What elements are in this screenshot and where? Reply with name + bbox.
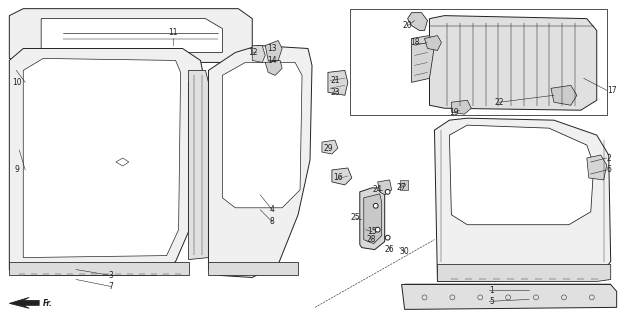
Text: 19: 19 <box>449 108 459 117</box>
Text: 10: 10 <box>12 78 22 87</box>
Text: 26: 26 <box>385 245 394 254</box>
Polygon shape <box>360 188 384 250</box>
Text: 5: 5 <box>489 297 494 306</box>
Polygon shape <box>551 85 577 105</box>
Polygon shape <box>328 70 348 95</box>
Polygon shape <box>449 125 594 225</box>
Text: Fr.: Fr. <box>43 299 53 308</box>
Polygon shape <box>41 19 222 52</box>
Text: 9: 9 <box>15 165 20 174</box>
Polygon shape <box>209 261 298 276</box>
Polygon shape <box>322 140 338 154</box>
Polygon shape <box>9 9 252 62</box>
Polygon shape <box>434 118 611 282</box>
Circle shape <box>374 204 378 208</box>
Circle shape <box>374 204 377 207</box>
Text: 18: 18 <box>410 38 419 47</box>
Polygon shape <box>265 41 282 60</box>
Text: 12: 12 <box>249 48 258 57</box>
Polygon shape <box>399 180 408 190</box>
Polygon shape <box>402 284 617 309</box>
Text: 2: 2 <box>607 154 611 163</box>
Polygon shape <box>364 194 382 244</box>
Polygon shape <box>222 62 302 208</box>
Polygon shape <box>438 265 611 282</box>
Polygon shape <box>412 36 434 82</box>
Polygon shape <box>429 16 597 110</box>
Polygon shape <box>265 60 282 76</box>
Polygon shape <box>451 100 471 114</box>
Polygon shape <box>587 155 607 180</box>
Text: 30: 30 <box>400 247 409 256</box>
Text: 16: 16 <box>333 173 342 182</box>
Text: 14: 14 <box>268 56 277 65</box>
Text: 28: 28 <box>367 235 376 244</box>
Text: 29: 29 <box>323 144 332 153</box>
Text: 17: 17 <box>607 86 616 95</box>
Circle shape <box>386 236 389 239</box>
Text: 1: 1 <box>489 286 494 295</box>
Polygon shape <box>332 168 352 185</box>
Polygon shape <box>378 180 392 195</box>
Polygon shape <box>23 59 181 258</box>
Polygon shape <box>9 297 39 308</box>
Text: 23: 23 <box>330 88 340 97</box>
Polygon shape <box>116 158 129 166</box>
Circle shape <box>376 228 380 232</box>
Polygon shape <box>9 261 189 276</box>
Text: 24: 24 <box>373 185 382 194</box>
Text: 13: 13 <box>268 44 277 53</box>
Polygon shape <box>350 9 607 115</box>
Text: 25: 25 <box>350 213 359 222</box>
Circle shape <box>386 236 390 240</box>
Text: 6: 6 <box>607 165 612 174</box>
Circle shape <box>376 228 379 231</box>
Text: 11: 11 <box>168 28 177 37</box>
Polygon shape <box>189 70 209 260</box>
Text: 4: 4 <box>270 205 274 214</box>
Text: 15: 15 <box>367 227 376 236</box>
Polygon shape <box>209 45 312 277</box>
Text: 27: 27 <box>397 183 406 192</box>
Text: 20: 20 <box>402 21 412 30</box>
Text: 21: 21 <box>330 76 339 85</box>
Polygon shape <box>253 45 265 62</box>
Text: 8: 8 <box>270 217 274 226</box>
Text: 7: 7 <box>109 282 113 291</box>
Circle shape <box>386 190 390 194</box>
Text: 22: 22 <box>494 98 504 107</box>
Polygon shape <box>424 36 441 51</box>
Text: 3: 3 <box>109 271 113 280</box>
Polygon shape <box>9 49 202 276</box>
Polygon shape <box>408 13 428 31</box>
Circle shape <box>386 191 389 193</box>
